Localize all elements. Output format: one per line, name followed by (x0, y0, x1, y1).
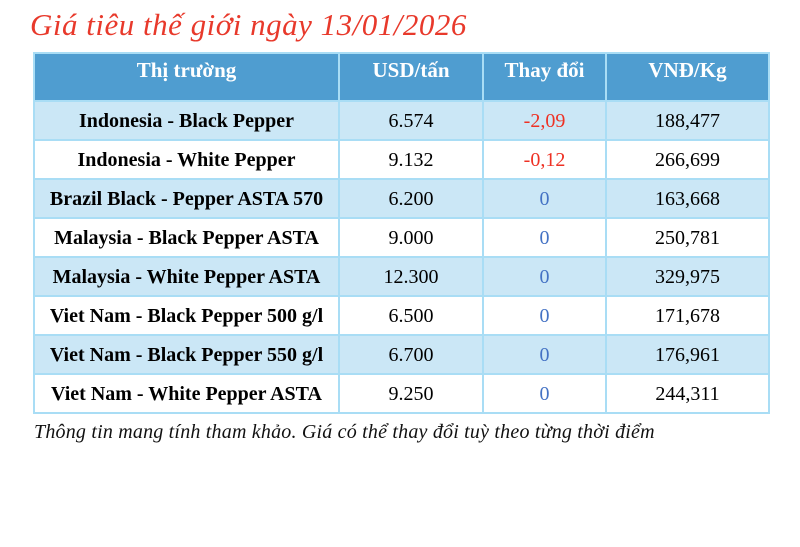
table-row: Malaysia - White Pepper ASTA 12.300 0 329,9… (33, 256, 770, 297)
market-cell: Brazil Black - Pepper ASTA 570 (33, 178, 340, 219)
change-cell: -2,09 (482, 100, 607, 141)
vnd-cell: 171,678 (605, 295, 770, 336)
vnd-cell: 163,668 (605, 178, 770, 219)
change-cell: 0 (482, 334, 607, 375)
disclaimer-note: Thông tin mang tính tham khảo. Giá có th… (34, 421, 655, 443)
usd-cell: 6.200 (338, 178, 484, 219)
market-cell: Indonesia - White Pepper (33, 139, 340, 180)
column-header-market: Thị trường (33, 52, 340, 102)
vnd-cell: 244,311 (605, 373, 770, 414)
usd-cell: 6.700 (338, 334, 484, 375)
market-cell: Malaysia - White Pepper ASTA (33, 256, 340, 297)
change-cell: -0,12 (482, 139, 607, 180)
market-cell: Viet Nam - Black Pepper 500 g/l (33, 295, 340, 336)
vnd-cell: 266,699 (605, 139, 770, 180)
price-table-body: Indonesia - Black Pepper 6.574 -2,09 188,47… (33, 100, 770, 414)
market-cell: Viet Nam - Black Pepper 550 g/l (33, 334, 340, 375)
table-row: Brazil Black - Pepper ASTA 570 6.200 0 163,… (33, 178, 770, 219)
column-header-change: Thay đổi (482, 52, 607, 102)
change-cell: 0 (482, 217, 607, 258)
table-row: Viet Nam - Black Pepper 550 g/l 6.700 0 176… (33, 334, 770, 375)
change-cell: 0 (482, 178, 607, 219)
table-row: Indonesia - Black Pepper 6.574 -2,09 188,47… (33, 100, 770, 141)
change-cell: 0 (482, 295, 607, 336)
column-header-vnd: VNĐ/Kg (605, 52, 770, 102)
usd-cell: 9.000 (338, 217, 484, 258)
table-row: Viet Nam - White Pepper ASTA 9.250 0 244,31… (33, 373, 770, 414)
table-row: Viet Nam - Black Pepper 500 g/l 6.500 0 171… (33, 295, 770, 336)
market-cell: Viet Nam - White Pepper ASTA (33, 373, 340, 414)
change-cell: 0 (482, 373, 607, 414)
usd-cell: 9.132 (338, 139, 484, 180)
table-header-row: Thị trường USD/tấn Thay đổi VNĐ/Kg (33, 52, 770, 102)
usd-cell: 6.574 (338, 100, 484, 141)
column-header-usd: USD/tấn (338, 52, 484, 102)
change-cell: 0 (482, 256, 607, 297)
usd-cell: 12.300 (338, 256, 484, 297)
pepper-price-table: Thị trường USD/tấn Thay đổi VNĐ/Kg Indon… (33, 52, 770, 414)
market-cell: Malaysia - Black Pepper ASTA (33, 217, 340, 258)
vnd-cell: 176,961 (605, 334, 770, 375)
table-row: Indonesia - White Pepper 9.132 -0,12 266,69… (33, 139, 770, 180)
vnd-cell: 188,477 (605, 100, 770, 141)
vnd-cell: 329,975 (605, 256, 770, 297)
usd-cell: 9.250 (338, 373, 484, 414)
usd-cell: 6.500 (338, 295, 484, 336)
market-cell: Indonesia - Black Pepper (33, 100, 340, 141)
page-title: Giá tiêu thế giới ngày 13/01/2026 (30, 7, 467, 42)
vnd-cell: 250,781 (605, 217, 770, 258)
table-row: Malaysia - Black Pepper ASTA 9.000 0 250,78… (33, 217, 770, 258)
